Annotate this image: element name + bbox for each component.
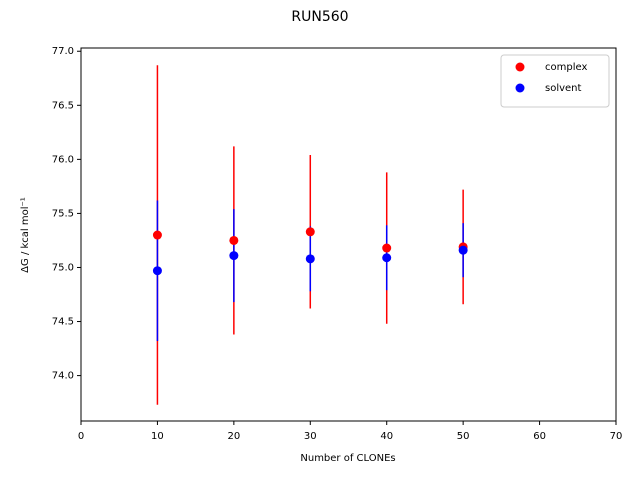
point xyxy=(382,253,392,263)
point xyxy=(229,235,239,245)
y-tick-label: 74.5 xyxy=(52,317,74,328)
legend-label: solvent xyxy=(545,83,582,94)
x-tick-label: 30 xyxy=(304,431,317,442)
y-axis-label: ΔG / kcal mol⁻¹ xyxy=(20,197,31,273)
x-tick-label: 70 xyxy=(610,431,623,442)
plot-frame xyxy=(80,47,617,422)
chart-title: RUN560 xyxy=(291,9,348,25)
x-tick-label: 20 xyxy=(227,431,240,442)
legend-box xyxy=(500,54,610,108)
point xyxy=(458,245,468,255)
x-tick-label: 40 xyxy=(380,431,393,442)
point xyxy=(305,254,315,264)
x-tick-label: 10 xyxy=(151,431,164,442)
y-tick-label: 75.5 xyxy=(52,208,74,219)
x-tick-label: 60 xyxy=(533,431,546,442)
y-tick-label: 76.5 xyxy=(52,100,74,111)
legend-marker xyxy=(515,62,525,72)
y-tick-label: 75.0 xyxy=(52,262,74,273)
y-tick-label: 76.0 xyxy=(52,154,74,165)
x-tick-label: 50 xyxy=(457,431,470,442)
x-tick-label: 0 xyxy=(78,431,84,442)
point xyxy=(152,230,162,240)
point xyxy=(152,266,162,276)
legend-label: complex xyxy=(545,62,587,73)
x-axis-label: Number of CLONEs xyxy=(300,453,395,464)
point xyxy=(305,227,315,237)
point xyxy=(382,243,392,253)
legend-marker xyxy=(515,83,525,93)
y-tick-label: 77.0 xyxy=(52,46,74,57)
y-tick-label: 74.0 xyxy=(52,371,74,382)
point xyxy=(229,251,239,261)
